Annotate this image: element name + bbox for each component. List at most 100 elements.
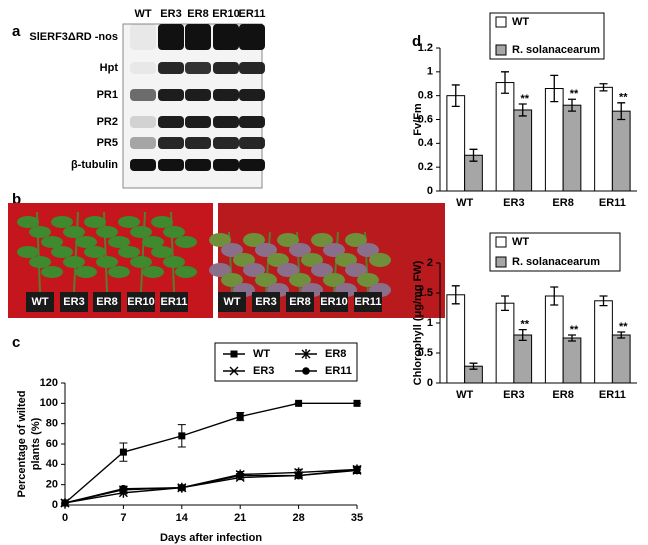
lane-label: ER10 [212, 8, 240, 20]
pot-label: WT [31, 296, 48, 308]
blot-band [239, 62, 265, 74]
marker-shape [119, 448, 127, 456]
series-line [64, 469, 358, 504]
bar [611, 334, 631, 384]
marker [61, 499, 69, 507]
blot-band [213, 116, 239, 128]
legend-label: R. solanacearum [512, 256, 600, 268]
y-tick-label: 0.5 [418, 347, 433, 359]
x-tick-label: ER11 [599, 389, 626, 401]
marker-stroke [229, 366, 239, 376]
error-bar [550, 74, 559, 103]
marker [178, 432, 186, 440]
row-label: β-tubulin [71, 159, 118, 171]
legend-swatch [495, 236, 507, 248]
blot-band [158, 89, 184, 101]
leaf [301, 253, 323, 267]
legend-swatch [495, 256, 507, 268]
marker [295, 399, 303, 407]
x-axis-label: Days after infection [160, 532, 262, 544]
blot-band [185, 62, 211, 74]
x-tick-label: 35 [351, 512, 363, 524]
error-bar [518, 328, 527, 342]
blot-band [239, 159, 265, 171]
leaf [221, 243, 243, 257]
legend-box [489, 12, 605, 60]
bar [594, 86, 613, 192]
blot-band [130, 24, 156, 50]
error-bar [599, 295, 608, 307]
pot [252, 292, 280, 312]
pot [354, 292, 382, 312]
blot-band [130, 116, 156, 128]
pot-label: ER11 [161, 296, 188, 308]
y-tick-label: 80 [46, 418, 58, 430]
y-tick-label: 1 [427, 317, 433, 329]
error-bar [501, 295, 510, 312]
pot-label: ER8 [289, 296, 310, 308]
pot-label: ER10 [320, 296, 348, 308]
blot-band [185, 89, 211, 101]
legend-box [214, 342, 358, 382]
panel-letter: a [12, 23, 21, 40]
leaf [163, 226, 185, 238]
pot [127, 292, 155, 312]
blot-band [239, 116, 265, 128]
legend-box [489, 232, 621, 272]
marker-shape [294, 471, 303, 480]
lane-label: ER3 [160, 8, 181, 20]
error-bar [501, 71, 510, 94]
legend-swatch [495, 16, 507, 28]
leaf [108, 266, 130, 278]
blot-band [130, 137, 156, 149]
leaf [41, 236, 63, 248]
leaf [118, 246, 140, 258]
blot-band [185, 116, 211, 128]
significance: ** [619, 321, 628, 333]
significance: ** [570, 324, 579, 336]
leaf [41, 266, 63, 278]
bar [495, 302, 515, 384]
legend-label: R. solanacearum [512, 44, 600, 56]
y-tick-label: 100 [40, 397, 58, 409]
y-axis-label: plants (%) [30, 417, 42, 470]
blot-band [239, 24, 265, 50]
leaf [221, 273, 243, 287]
bar [446, 95, 466, 192]
blot-band [239, 137, 265, 149]
leaf [51, 216, 73, 228]
marker-shape [230, 350, 238, 358]
marker [236, 413, 244, 421]
pot [60, 292, 88, 312]
pot [286, 292, 314, 312]
series-line [64, 402, 357, 504]
leaf [323, 243, 345, 257]
x-tick-label: 21 [234, 512, 246, 524]
marker-shape [353, 465, 361, 474]
error-bar [469, 148, 478, 162]
pot [218, 292, 246, 312]
marker [178, 483, 186, 492]
bar [594, 300, 613, 384]
blot-band [130, 159, 156, 171]
leaf [118, 216, 140, 228]
bar [446, 294, 466, 384]
error-bar [617, 331, 626, 339]
leaf [345, 263, 367, 277]
blot-band [185, 24, 211, 50]
y-tick-label: 1.5 [418, 287, 433, 299]
marker-shape [353, 399, 361, 407]
y-axis-label: Fv/Fm [412, 103, 424, 136]
legend-label: ER8 [325, 348, 346, 360]
pot-label: ER10 [127, 296, 155, 308]
panel-letter: c [12, 334, 20, 351]
legend-label: WT [253, 348, 270, 360]
marker-shape [295, 399, 303, 407]
lane-label: ER11 [239, 8, 266, 20]
leaf [255, 273, 277, 287]
marker [302, 367, 310, 375]
leaf [75, 236, 97, 248]
leaf [357, 273, 379, 287]
leaf [108, 236, 130, 248]
pot [93, 292, 121, 312]
